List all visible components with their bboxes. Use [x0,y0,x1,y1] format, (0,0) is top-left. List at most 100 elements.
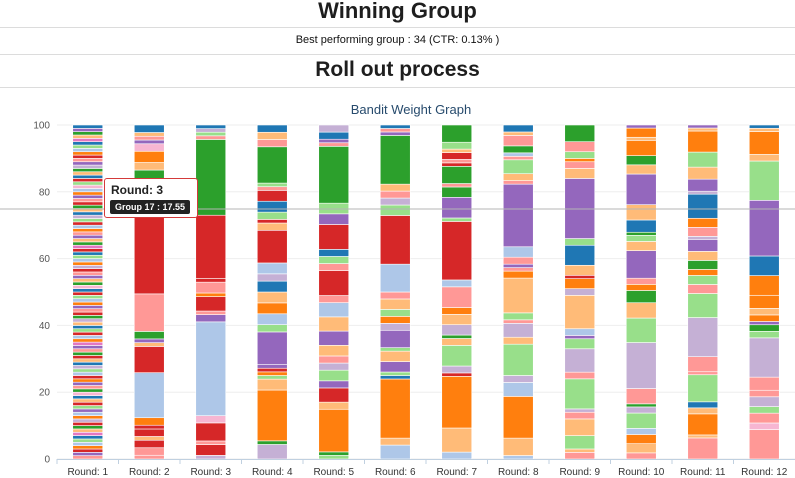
stacked-bar[interactable] [441,124,473,460]
bar-segment[interactable] [687,356,719,373]
bar-segment[interactable] [625,204,657,221]
bar-segment[interactable] [72,385,104,390]
bar-segment[interactable] [502,312,534,321]
bar-segment[interactable] [625,219,657,233]
bar-segment[interactable] [564,338,596,350]
bar-segment[interactable] [256,190,288,202]
bar-segment[interactable] [72,148,104,153]
bar-segment[interactable] [441,166,473,184]
bar-segment[interactable] [133,293,165,332]
bar-segment[interactable] [379,183,411,192]
bar-segment[interactable] [318,256,350,264]
stacked-bar[interactable] [256,124,288,460]
bar-segment[interactable] [687,374,719,403]
bar-segment[interactable] [72,395,104,400]
bar-segment[interactable] [72,164,104,169]
bar-segment[interactable] [441,372,473,377]
bar-segment[interactable] [256,331,288,365]
bar-segment[interactable] [502,375,534,383]
bar-segment[interactable] [256,229,288,264]
bar-segment[interactable] [502,277,534,314]
bar-segment[interactable] [379,291,411,300]
bar-segment[interactable] [441,159,473,164]
bar-segment[interactable] [256,182,288,188]
bar-segment[interactable] [133,124,165,133]
bar-segment[interactable] [72,295,104,299]
bar-segment[interactable] [72,161,104,166]
bar-segment[interactable] [72,281,104,286]
bar-segment[interactable] [195,281,227,294]
bar-segment[interactable] [72,338,104,343]
bar-segment[interactable] [72,188,104,193]
bar-segment[interactable] [564,141,596,153]
bar-segment[interactable] [441,334,473,339]
bar-segment[interactable] [318,451,350,456]
bar-segment[interactable] [625,342,657,389]
bar-segment[interactable] [72,288,104,293]
bar-segment[interactable] [72,234,104,239]
bar-segment[interactable] [625,284,657,291]
bar-segment[interactable] [72,405,104,410]
bar-segment[interactable] [72,365,104,370]
bar-segment[interactable] [687,317,719,357]
bar-segment[interactable] [195,444,227,456]
bar-segment[interactable] [625,412,657,429]
bar-segment[interactable] [133,372,165,419]
bar-segment[interactable] [564,328,596,336]
bar-segment[interactable] [502,156,534,161]
bar-segment[interactable] [748,406,780,414]
bar-segment[interactable] [687,269,719,276]
bar-segment[interactable] [687,193,719,219]
bar-segment[interactable] [318,142,350,147]
bar-segment[interactable] [318,362,350,371]
bar-segment[interactable] [72,124,104,129]
bar-segment[interactable] [72,341,104,346]
bar-segment[interactable] [72,221,104,226]
bar-segment[interactable] [625,443,657,454]
bar-segment[interactable] [195,139,227,216]
bar-segment[interactable] [72,214,104,219]
bar-segment[interactable] [256,200,288,213]
bar-segment[interactable] [502,152,534,157]
bar-segment[interactable] [133,342,165,347]
bar-segment[interactable] [318,330,350,346]
bar-segment[interactable] [318,263,350,271]
bar-segment[interactable] [379,329,411,348]
bar-segment[interactable] [379,128,411,133]
bar-segment[interactable] [748,389,780,398]
bar-segment[interactable] [72,391,104,396]
bar-segment[interactable] [256,444,288,460]
bar-segment[interactable] [318,213,350,225]
bar-segment[interactable] [72,315,104,320]
bar-segment[interactable] [72,228,104,233]
bar-segment[interactable] [256,364,288,369]
bar-segment[interactable] [625,403,657,408]
bar-segment[interactable] [72,415,104,420]
bar-segment[interactable] [318,295,350,303]
bar-segment[interactable] [72,311,104,316]
bar-segment[interactable] [256,131,288,140]
bar-segment[interactable] [318,302,350,318]
bar-segment[interactable] [72,271,104,276]
bar-segment[interactable] [748,160,780,201]
bar-segment[interactable] [72,358,104,363]
bar-segment[interactable] [379,197,411,206]
bar-segment[interactable] [195,214,227,279]
bar-segment[interactable] [564,288,596,296]
bar-segment[interactable] [72,401,104,406]
stacked-bar[interactable] [625,124,657,460]
bar-segment[interactable] [72,278,104,283]
bar-segment[interactable] [379,375,411,380]
bar-segment[interactable] [502,336,534,345]
bar-segment[interactable] [748,330,780,339]
bar-segment[interactable] [72,134,104,139]
bar-segment[interactable] [625,428,657,435]
bar-segment[interactable] [72,248,104,253]
bar-segment[interactable] [625,302,657,319]
bar-segment[interactable] [502,256,534,265]
bar-segment[interactable] [72,428,104,433]
bar-segment[interactable] [72,224,104,229]
bar-segment[interactable] [195,128,227,133]
bar-segment[interactable] [379,347,411,352]
bar-segment[interactable] [133,132,165,137]
